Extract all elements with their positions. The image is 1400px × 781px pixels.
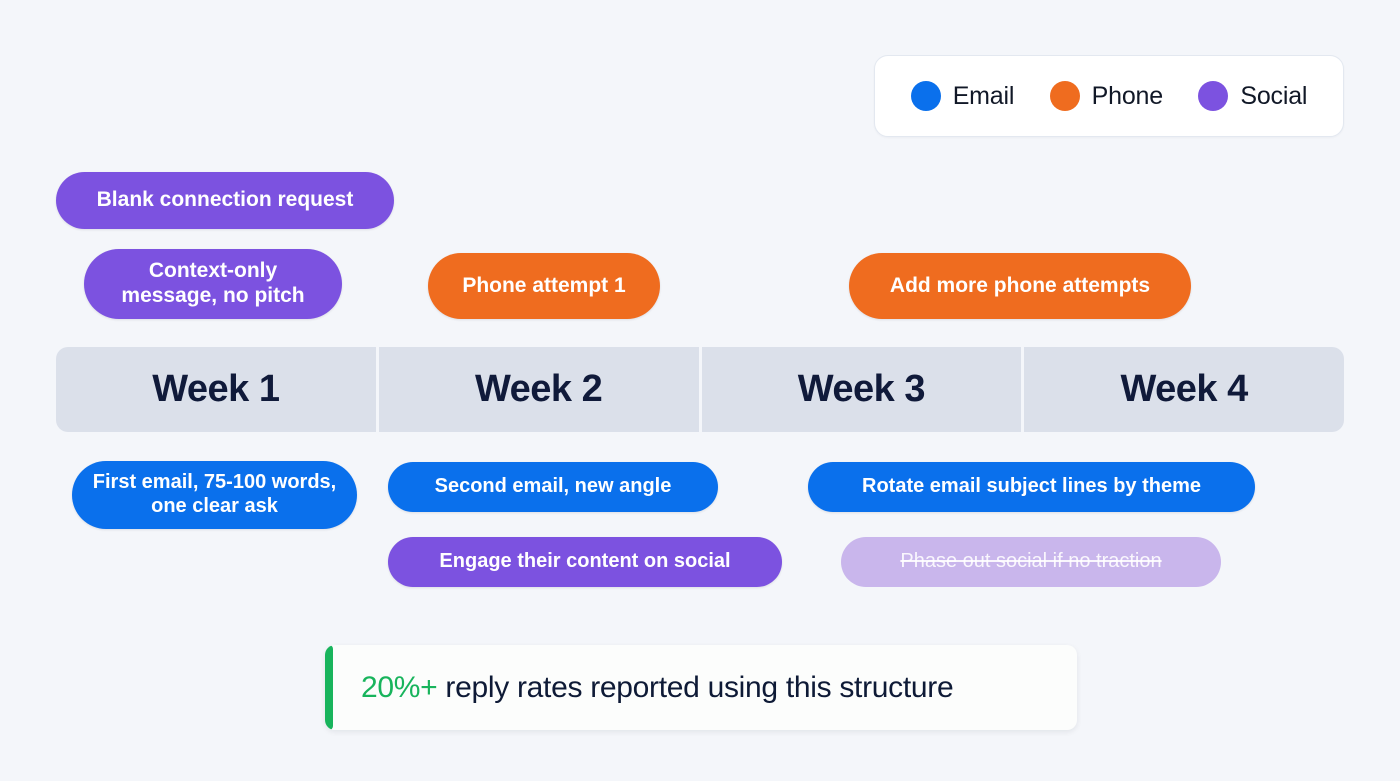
- week-cell-3[interactable]: Week 3: [701, 347, 1022, 432]
- legend-label-email: Email: [952, 81, 1015, 110]
- legend-item-phone: Phone: [1049, 81, 1163, 111]
- circle-dot-icon: [1198, 81, 1229, 111]
- week-cell-2[interactable]: Week 2: [378, 347, 699, 432]
- timeline-pill-rotate-email-subject-lines[interactable]: Rotate email subject lines by theme: [808, 462, 1255, 512]
- timeline-pill-blank-connection-request[interactable]: Blank connection request: [56, 172, 394, 229]
- week-cell-4[interactable]: Week 4: [1024, 347, 1344, 432]
- circle-dot-icon: [1049, 81, 1080, 111]
- result-callout: 20%+ reply rates reported using this str…: [325, 645, 1077, 730]
- legend-label-social: Social: [1240, 81, 1308, 110]
- legend-item-email: Email: [910, 81, 1015, 111]
- timeline-pill-phone-attempt-1[interactable]: Phone attempt 1: [428, 253, 660, 319]
- week-header-row: Week 1 Week 2 Week 3 Week 4: [56, 347, 1344, 432]
- channel-legend: Email Phone Social: [874, 55, 1344, 137]
- callout-stat-value: 20%+: [361, 670, 438, 704]
- callout-description: reply rates reported using this structur…: [437, 670, 954, 704]
- timeline-pill-context-only-message[interactable]: Context-only message, no pitch: [84, 249, 342, 319]
- timeline-pill-engage-their-content-on-social[interactable]: Engage their content on social: [388, 537, 782, 587]
- timeline-pill-first-email[interactable]: First email, 75-100 words, one clear ask: [72, 461, 357, 529]
- timeline-pill-add-more-phone-attempts[interactable]: Add more phone attempts: [849, 253, 1191, 319]
- timeline-pill-second-email[interactable]: Second email, new angle: [388, 462, 718, 512]
- legend-item-social: Social: [1198, 81, 1307, 111]
- circle-dot-icon: [910, 81, 941, 111]
- legend-label-phone: Phone: [1091, 81, 1163, 110]
- callout-text: 20%+ reply rates reported using this str…: [333, 670, 954, 705]
- callout-accent-bar: [325, 645, 333, 730]
- week-cell-1[interactable]: Week 1: [56, 347, 376, 432]
- timeline-pill-phase-out-social[interactable]: Phase out social if no traction: [841, 537, 1221, 587]
